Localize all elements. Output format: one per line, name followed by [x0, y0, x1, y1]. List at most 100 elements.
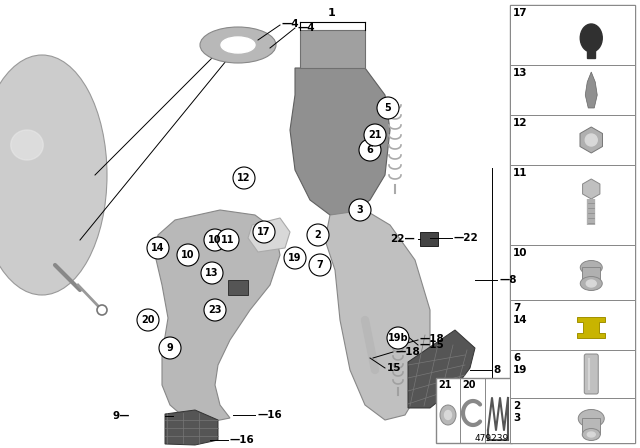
Text: 7: 7	[317, 260, 323, 270]
Ellipse shape	[579, 409, 604, 427]
Bar	[510, 350, 635, 398]
Polygon shape	[300, 30, 365, 68]
Bar	[588, 50, 595, 58]
Text: 19b: 19b	[388, 333, 408, 343]
Text: 479239: 479239	[475, 434, 509, 443]
Text: 7
14: 7 14	[513, 303, 527, 325]
Text: —8: —8	[499, 275, 516, 285]
Bar	[436, 378, 512, 443]
Ellipse shape	[582, 428, 600, 440]
Ellipse shape	[5, 115, 70, 235]
Text: 9—: 9—	[113, 411, 130, 421]
Text: 23: 23	[208, 305, 221, 315]
Text: 12: 12	[513, 118, 527, 128]
Text: 3: 3	[356, 205, 364, 215]
Bar	[510, 398, 635, 443]
Circle shape	[387, 327, 409, 349]
Text: 5: 5	[385, 103, 392, 113]
Text: 12: 12	[237, 173, 251, 183]
Polygon shape	[325, 210, 430, 420]
Ellipse shape	[6, 116, 70, 235]
Polygon shape	[408, 330, 475, 408]
Bar	[510, 65, 635, 115]
Circle shape	[309, 254, 331, 276]
Circle shape	[233, 167, 255, 189]
Circle shape	[359, 139, 381, 161]
Circle shape	[364, 124, 386, 146]
Polygon shape	[577, 317, 605, 338]
Polygon shape	[155, 210, 280, 422]
Ellipse shape	[9, 116, 72, 234]
Text: 17: 17	[513, 8, 527, 18]
Text: 2: 2	[315, 230, 321, 240]
Circle shape	[585, 134, 597, 146]
Ellipse shape	[8, 116, 72, 234]
Text: 21: 21	[438, 380, 451, 390]
Bar	[510, 115, 635, 165]
Circle shape	[377, 97, 399, 119]
Text: 10: 10	[208, 235, 221, 245]
Ellipse shape	[7, 116, 71, 234]
Text: 8: 8	[493, 365, 500, 375]
Ellipse shape	[580, 24, 602, 52]
Ellipse shape	[586, 280, 596, 287]
Text: 10: 10	[181, 250, 195, 260]
Ellipse shape	[10, 117, 74, 233]
Circle shape	[201, 262, 223, 284]
Ellipse shape	[10, 116, 73, 233]
Polygon shape	[165, 410, 218, 445]
Circle shape	[349, 199, 371, 221]
Text: 22—: 22—	[390, 234, 415, 244]
Ellipse shape	[445, 410, 451, 419]
Text: —22: —22	[454, 233, 479, 243]
Polygon shape	[580, 127, 602, 153]
Ellipse shape	[13, 118, 76, 232]
Bar	[510, 245, 635, 300]
Circle shape	[204, 299, 226, 321]
Bar	[510, 5, 635, 443]
Circle shape	[137, 309, 159, 331]
Ellipse shape	[200, 27, 276, 63]
Text: 20: 20	[462, 380, 476, 390]
Circle shape	[284, 247, 306, 269]
Bar	[420, 232, 438, 246]
Text: —18: —18	[395, 347, 420, 357]
Text: 6: 6	[367, 145, 373, 155]
Bar	[510, 165, 635, 245]
Text: —16: —16	[230, 435, 255, 445]
Text: 20: 20	[141, 315, 155, 325]
Ellipse shape	[11, 130, 44, 160]
Polygon shape	[585, 72, 597, 108]
Polygon shape	[290, 68, 390, 215]
Ellipse shape	[8, 116, 72, 234]
Text: 13: 13	[205, 268, 219, 278]
Text: —15: —15	[420, 340, 445, 350]
Text: 9: 9	[166, 343, 173, 353]
Ellipse shape	[12, 117, 74, 233]
Ellipse shape	[13, 117, 75, 233]
Ellipse shape	[12, 117, 75, 233]
Ellipse shape	[580, 276, 602, 290]
Ellipse shape	[12, 117, 74, 233]
Text: 19: 19	[288, 253, 301, 263]
Text: 17: 17	[257, 227, 271, 237]
Ellipse shape	[588, 432, 595, 437]
Ellipse shape	[4, 115, 70, 235]
Circle shape	[147, 237, 169, 259]
Polygon shape	[582, 179, 600, 199]
FancyBboxPatch shape	[584, 354, 598, 394]
Text: 2
3: 2 3	[513, 401, 520, 422]
Text: 13: 13	[513, 68, 527, 78]
Text: 10: 10	[513, 248, 527, 258]
Ellipse shape	[11, 117, 74, 233]
Ellipse shape	[10, 116, 73, 233]
Text: 11: 11	[221, 235, 235, 245]
Circle shape	[307, 224, 329, 246]
Circle shape	[253, 221, 275, 243]
Text: —16: —16	[257, 410, 282, 420]
Ellipse shape	[221, 37, 255, 53]
Text: 6
19: 6 19	[513, 353, 527, 375]
Polygon shape	[248, 218, 290, 252]
Bar	[582, 267, 600, 284]
Circle shape	[217, 229, 239, 251]
